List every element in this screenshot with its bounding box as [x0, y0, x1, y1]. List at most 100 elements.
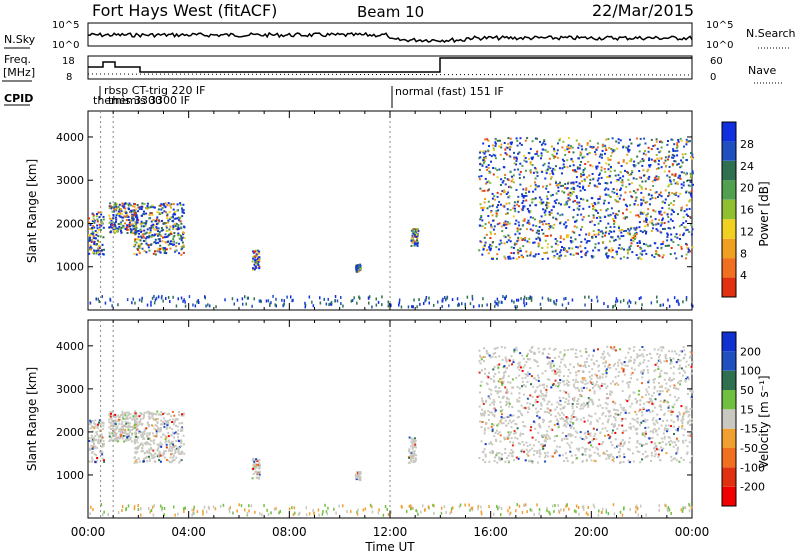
echo-cell	[122, 427, 125, 430]
echo-cell	[596, 448, 599, 451]
echo-cell	[503, 189, 505, 192]
echo-cell	[669, 359, 672, 362]
echo-cell	[505, 404, 507, 407]
echo-cell	[550, 194, 553, 197]
echo-cell	[555, 181, 557, 184]
echo-cell	[685, 220, 688, 223]
echo-cell	[487, 396, 490, 399]
echo-cell	[675, 399, 678, 402]
echo-cell	[136, 221, 139, 224]
echo-cell	[607, 158, 610, 161]
echo-cell	[519, 249, 522, 252]
echo-cell	[661, 217, 664, 220]
echo-cell	[661, 256, 664, 259]
echo-cell	[171, 410, 174, 413]
echo-cell	[622, 461, 625, 464]
echo-cell	[621, 431, 624, 434]
echo-cell	[174, 225, 177, 228]
echo-cell	[172, 220, 175, 223]
echo-cell	[614, 349, 617, 352]
echo-cell	[355, 270, 358, 273]
echo-cell	[165, 297, 167, 300]
echo-cell	[531, 198, 534, 201]
echo-cell	[658, 442, 661, 444]
echo-cell	[483, 360, 485, 363]
echo-cell	[505, 457, 508, 459]
echo-cell	[592, 207, 594, 210]
echo-cell	[543, 162, 546, 165]
echo-cell	[547, 205, 550, 208]
echo-cell	[539, 140, 541, 143]
echo-cell	[162, 236, 164, 239]
echo-cell	[165, 252, 168, 255]
echo-cell	[506, 388, 508, 391]
echo-cell	[94, 423, 97, 425]
echo-cell	[659, 375, 662, 378]
echo-cell	[161, 240, 164, 243]
echo-cell	[538, 455, 541, 458]
echo-cell	[181, 422, 183, 424]
echo-cell	[169, 206, 172, 209]
echo-cell	[541, 202, 544, 205]
echo-cell	[624, 203, 627, 206]
echo-cell	[540, 404, 543, 407]
echo-cell	[596, 165, 599, 168]
echo-cell	[684, 226, 687, 229]
echo-cell	[597, 222, 600, 225]
echo-cell	[597, 453, 600, 456]
echo-cell	[169, 240, 172, 243]
echo-cell	[663, 412, 666, 415]
echo-cell	[258, 258, 261, 261]
echo-cell	[550, 176, 553, 179]
echo-cell	[635, 233, 638, 236]
echo-cell	[610, 148, 613, 150]
echo-cell	[576, 213, 579, 216]
echo-cell	[518, 396, 521, 399]
echo-cell	[509, 141, 512, 144]
echo-cell	[152, 449, 155, 452]
echo-cell	[109, 202, 112, 205]
echo-cell	[165, 422, 168, 425]
echo-cell	[180, 222, 183, 225]
echo-cell	[596, 377, 599, 380]
echo-cell	[483, 152, 486, 155]
echo-cell	[138, 252, 141, 255]
echo-cell	[570, 454, 573, 457]
echo-cell	[99, 450, 101, 453]
echo-cell	[601, 373, 604, 376]
echo-cell	[603, 382, 606, 385]
echo-cell	[553, 423, 556, 426]
echo-cell	[572, 254, 575, 256]
echo-cell	[575, 246, 578, 248]
echo-cell	[533, 377, 536, 380]
echo-cell	[535, 152, 538, 155]
echo-cell	[529, 460, 531, 463]
echo-cell	[672, 425, 675, 428]
echo-cell	[122, 425, 125, 428]
echo-cell	[162, 249, 165, 252]
echo-cell	[140, 431, 143, 434]
echo-cell	[669, 385, 672, 388]
echo-cell	[258, 256, 261, 259]
echo-cell	[115, 433, 118, 436]
echo-cell	[650, 158, 653, 161]
echo-cell	[529, 184, 532, 187]
echo-cell	[550, 177, 552, 180]
echo-cell	[508, 402, 511, 405]
echo-cell	[654, 218, 657, 221]
echo-cell	[128, 225, 131, 228]
echo-cell	[503, 235, 506, 238]
echo-cell	[155, 435, 158, 437]
echo-cell	[127, 439, 130, 441]
echo-cell	[562, 407, 565, 410]
echo-cell	[149, 231, 152, 234]
echo-cell	[644, 225, 646, 228]
echo-cell	[555, 302, 557, 306]
echo-cell	[488, 205, 491, 208]
echo-cell	[499, 139, 501, 142]
freq-label-1: Freq.	[4, 53, 31, 66]
echo-cell	[157, 426, 160, 429]
echo-cell	[636, 155, 639, 158]
echo-cell	[174, 445, 177, 448]
echo-cell	[562, 140, 565, 143]
